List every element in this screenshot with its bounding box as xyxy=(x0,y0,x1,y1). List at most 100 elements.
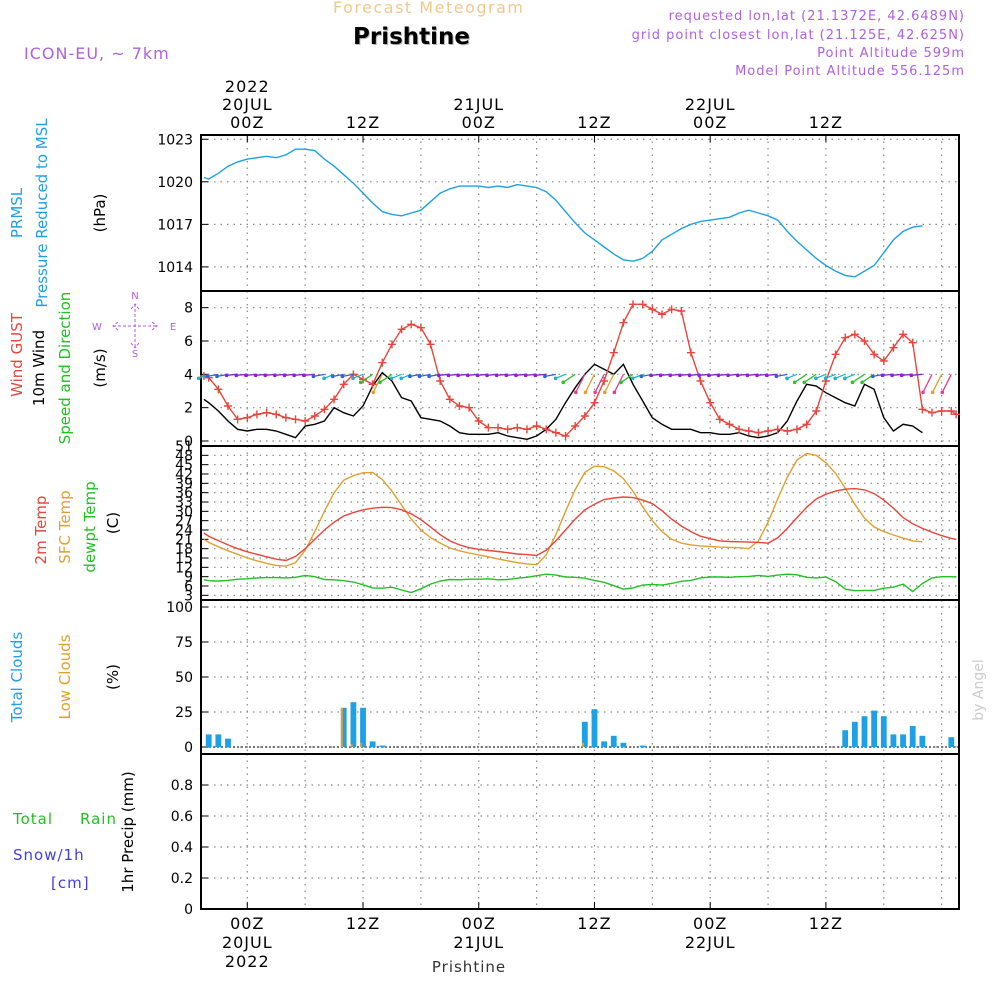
gust-marker xyxy=(407,320,416,329)
pressure-line xyxy=(203,148,923,278)
gust-marker xyxy=(648,305,657,314)
y-tick-label: 0.6 xyxy=(171,809,193,825)
y-tick-label: 1017 xyxy=(157,217,193,233)
y-tick-label: 45 xyxy=(175,458,193,474)
gust-marker xyxy=(445,395,454,404)
wind-direction-arrow xyxy=(562,373,576,383)
wind-speed-line xyxy=(203,363,923,441)
gust-marker xyxy=(638,300,647,309)
top-date-label: 21JUL xyxy=(453,95,504,114)
wind-direction-head xyxy=(612,390,617,395)
gust-marker xyxy=(301,417,310,425)
wind-direction-head xyxy=(485,373,489,378)
y-tick-label: 21 xyxy=(175,532,193,548)
y-tick-label: 25 xyxy=(175,705,193,721)
gust-marker xyxy=(224,402,233,410)
gust-marker xyxy=(927,408,936,417)
clouds-unit: (%) xyxy=(104,664,122,690)
compass-w: W xyxy=(92,322,102,333)
y-tick-label: 1020 xyxy=(157,175,193,191)
wind-direction-head xyxy=(282,373,287,378)
total-cloud-bar xyxy=(340,707,347,747)
gust-marker xyxy=(860,337,869,345)
wind-direction-head xyxy=(330,374,335,379)
top-hour-label: 12Z xyxy=(346,113,380,132)
wind-direction-head xyxy=(408,374,412,379)
gust-marker xyxy=(783,427,792,435)
gust-marker xyxy=(426,340,435,349)
gust-marker xyxy=(387,340,396,349)
total-cloud-bar xyxy=(871,710,878,747)
gust-marker xyxy=(465,403,474,412)
footer-location: Prishtine xyxy=(432,958,506,976)
low-cloud-bar xyxy=(360,742,363,747)
wind-direction-head xyxy=(707,373,711,378)
bottom-hour-label: 00Z xyxy=(462,914,496,933)
y-tick-label: 75 xyxy=(175,635,193,651)
temp-label-sfc: SFC Temp xyxy=(56,490,74,563)
wind-direction-head xyxy=(292,373,296,378)
wind-direction-head xyxy=(543,374,547,379)
y-tick-label: 27 xyxy=(175,514,193,530)
total-cloud-bar xyxy=(610,735,617,747)
precip-label-rain: Rain xyxy=(80,810,117,828)
wind-direction-head xyxy=(389,376,394,381)
wind-direction-head xyxy=(196,376,201,381)
y-tick-label: 36 xyxy=(175,486,193,502)
gust-marker xyxy=(551,428,560,437)
wind-direction-head xyxy=(940,390,945,395)
wind-direction-head xyxy=(446,373,451,378)
y-tick-label: 24 xyxy=(175,523,193,539)
gust-marker xyxy=(937,407,946,415)
wind-direction-head xyxy=(215,374,219,379)
point-altitude: Point Altitude 599m xyxy=(817,46,965,61)
wind-label-gust: Wind GUST xyxy=(8,312,26,397)
gust-marker xyxy=(696,377,705,385)
total-cloud-bar xyxy=(601,741,608,747)
location-title: Prishtine xyxy=(353,24,470,50)
gust-marker xyxy=(899,330,908,339)
top-year-label: 2022 xyxy=(225,77,270,96)
gust-marker xyxy=(619,318,628,327)
wind-direction-head xyxy=(378,380,382,385)
low-cloud-bar xyxy=(350,744,353,747)
wind-direction-arrow xyxy=(852,373,865,383)
y-tick-label: 0.8 xyxy=(171,778,193,794)
temp-unit: (C) xyxy=(104,512,122,534)
pressure-unit: (hPa) xyxy=(91,194,109,233)
wind-direction-head xyxy=(371,390,376,395)
panel-3: 0 25 50 75 100 xyxy=(166,599,960,756)
wind-direction-head xyxy=(437,373,441,378)
wind-direction-head xyxy=(716,373,721,378)
compass-arrows xyxy=(112,303,158,349)
total-cloud-bar xyxy=(379,745,386,747)
wind-direction-head xyxy=(417,374,422,379)
wind-direction-head xyxy=(244,373,248,378)
total-cloud-bar xyxy=(909,726,916,747)
wind-direction-arrow xyxy=(372,374,383,393)
total-cloud-bar xyxy=(639,745,646,747)
pressure-label-a: PRMSL xyxy=(8,187,26,238)
wind-direction-head xyxy=(921,390,925,395)
wind-direction-head xyxy=(735,373,740,378)
compass-e: E xyxy=(170,322,176,333)
wind-direction-head xyxy=(253,373,258,378)
total-cloud-bar xyxy=(948,737,955,747)
gust-marker xyxy=(841,333,850,342)
y-tick-label: 3 xyxy=(184,588,193,604)
panel-1: 0 2 4 6 8 xyxy=(184,290,961,450)
wind-direction-head xyxy=(649,373,653,378)
y-tick-label: 12 xyxy=(175,560,193,576)
total-cloud-bar xyxy=(591,709,598,747)
wind-direction-head xyxy=(456,373,460,378)
pressure-label-b: Pressure Reduced to MSL xyxy=(33,118,51,308)
gust-marker xyxy=(802,420,811,429)
total-cloud-bar xyxy=(851,721,858,747)
y-tick-label: 8 xyxy=(184,301,193,317)
wind-unit: (m/s) xyxy=(91,348,109,387)
gust-marker xyxy=(706,398,715,407)
wind-direction-head xyxy=(880,373,885,378)
wind-direction-head xyxy=(639,374,644,379)
y-tick-label: 18 xyxy=(175,542,193,558)
gust-marker xyxy=(735,425,744,434)
